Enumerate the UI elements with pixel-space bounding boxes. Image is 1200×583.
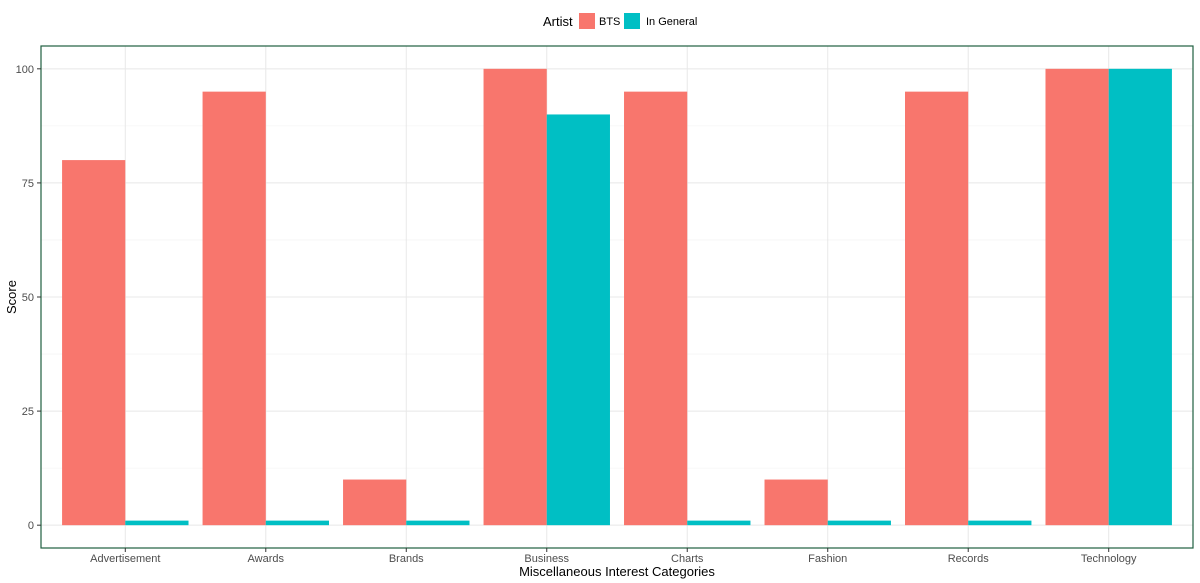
bar-in-general-technology [1108, 68, 1172, 526]
bar-bts-brands [343, 479, 407, 526]
bars [62, 68, 1172, 526]
bar-bts-business [483, 68, 547, 526]
x-tick-label-awards: Awards [248, 553, 285, 565]
x-tick-label-technology: Technology [1081, 553, 1137, 565]
bar-bts-records [905, 91, 969, 526]
bar-in-general-business [546, 114, 610, 526]
bar-bts-awards [202, 91, 266, 526]
y-tick-label: 0 [28, 520, 34, 532]
y-tick-label: 100 [16, 64, 34, 76]
bar-bts-fashion [764, 479, 828, 526]
legend-key-in-general [624, 13, 640, 29]
y-tick-label: 75 [22, 178, 34, 190]
bar-in-general-advertisement [125, 520, 189, 526]
x-tick-label-charts: Charts [671, 553, 704, 565]
y-axis-title: Score [4, 280, 19, 314]
y-tick-label: 50 [22, 292, 34, 304]
bar-bts-charts [624, 91, 688, 526]
bar-bts-technology [1045, 68, 1109, 526]
legend-label-in-general: In General [646, 16, 697, 28]
bar-in-general-awards [265, 520, 329, 526]
x-tick-label-advertisement: Advertisement [90, 553, 160, 565]
x-axis-title: Miscellaneous Interest Categories [519, 564, 715, 579]
bar-in-general-charts [687, 520, 751, 526]
x-tick-label-brands: Brands [389, 553, 424, 565]
x-tick-label-records: Records [948, 553, 989, 565]
bar-in-general-brands [406, 520, 470, 526]
axis-ticks: 0 25 50 75 100 Advertisement Awards Brands Busin… [16, 64, 1137, 565]
x-tick-label-fashion: Fashion [808, 553, 847, 565]
legend-key-bts [579, 13, 595, 29]
legend-title: Artist [543, 14, 573, 29]
y-tick-label: 25 [22, 406, 34, 418]
bar-bts-advertisement [62, 160, 126, 526]
legend-label-bts: BTS [599, 16, 620, 28]
bar-in-general-fashion [827, 520, 891, 526]
legend: Artist BTS In General [543, 13, 697, 29]
x-tick-label-business: Business [524, 553, 569, 565]
bar-in-general-records [968, 520, 1032, 526]
